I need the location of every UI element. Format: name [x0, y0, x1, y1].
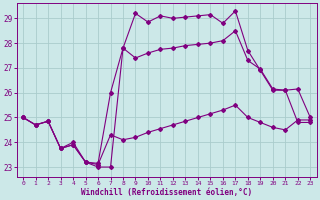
X-axis label: Windchill (Refroidissement éolien,°C): Windchill (Refroidissement éolien,°C) [81, 188, 252, 197]
